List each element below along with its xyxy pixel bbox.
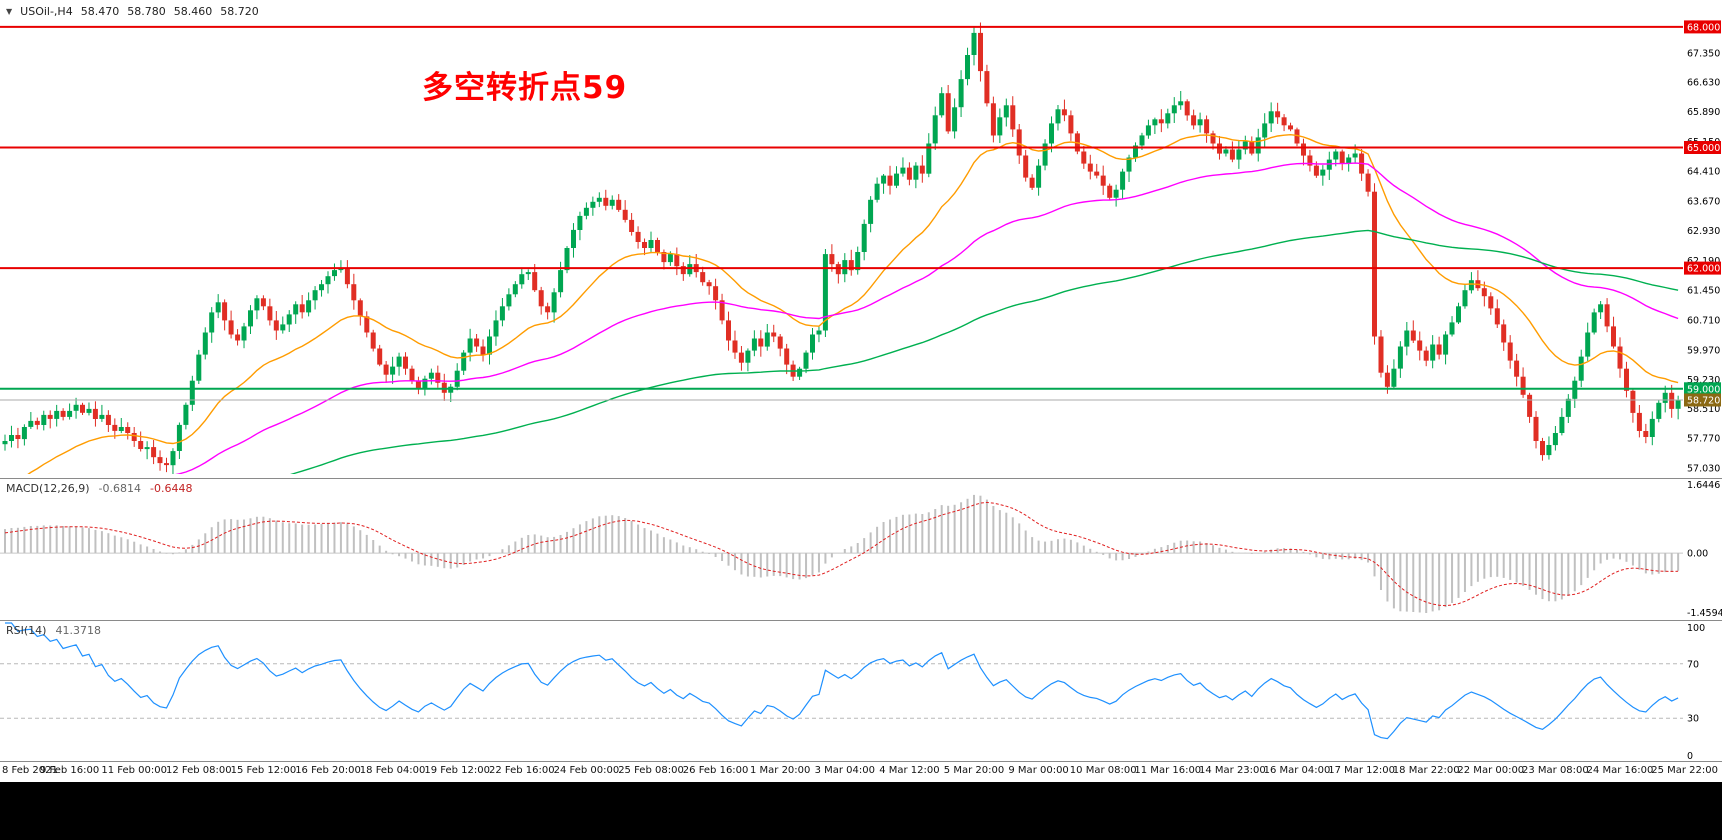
time-axis-label: 12 Feb 08:00 — [165, 765, 232, 776]
time-axis-label: 11 Mar 16:00 — [1134, 765, 1202, 776]
rsi-canvas[interactable]: 100 70 30 0 — [0, 620, 1722, 762]
price-scale-label: 58.510 — [1687, 404, 1720, 415]
time-axis-label: 3 Mar 04:00 — [814, 765, 875, 776]
price-scale-label: 67.350 — [1687, 49, 1720, 60]
price-scale-label: 63.670 — [1687, 197, 1720, 208]
price-badge-label: 59.000 — [1687, 384, 1720, 395]
price-scale-label: 65.890 — [1687, 107, 1720, 118]
time-axis-label: 18 Mar 22:00 — [1392, 765, 1460, 776]
price-chart-pane[interactable]: 67.35066.63065.89065.15064.41063.67062.9… — [0, 0, 1722, 478]
macd-value-signal: -0.6448 — [150, 482, 193, 495]
price-badge — [1684, 393, 1721, 407]
price-scale-label: 60.710 — [1687, 316, 1720, 327]
macd-label: MACD(12,26,9) -0.6814 -0.6448 — [6, 482, 192, 495]
rsi-indicator-pane[interactable]: 100 70 30 0 RSI(14) 41.3718 — [0, 620, 1722, 762]
time-axis-label: 25 Mar 22:00 — [1651, 765, 1718, 776]
time-axis-label: 14 Mar 23:00 — [1199, 765, 1266, 776]
price-scale-label: 57.770 — [1687, 434, 1720, 445]
ohlc-low-value: 58.460 — [173, 5, 213, 18]
bottom-black-bar — [0, 782, 1722, 840]
time-axis-label: 26 Feb 16:00 — [682, 765, 749, 776]
symbol-timeframe-label: USOil-,H4 — [20, 5, 73, 18]
price-scale-label: 59.970 — [1687, 345, 1720, 356]
time-axis-label: 10 Mar 08:00 — [1069, 765, 1137, 776]
time-axis-label: 4 Mar 12:00 — [879, 765, 940, 776]
price-badge — [1684, 261, 1721, 275]
time-axis-label: 23 Mar 08:00 — [1522, 765, 1589, 776]
price-scale-label: 62.190 — [1687, 256, 1720, 267]
time-axis-label: 25 Feb 08:00 — [618, 765, 684, 776]
rsi-scale-label: 0 — [1687, 751, 1693, 762]
time-axis-label: 19 Feb 12:00 — [424, 765, 490, 776]
rsi-value: 41.3718 — [55, 624, 101, 637]
price-badge — [1684, 382, 1721, 396]
macd-scale-label: -1.4594 — [1687, 608, 1722, 619]
ma-medium-line — [175, 162, 1679, 474]
horizontal-price-lines[interactable] — [0, 25, 1683, 401]
macd-scale-label: 1.6446 — [1687, 480, 1720, 491]
time-axis-label: 9 Feb 16:00 — [39, 765, 100, 776]
macd-signal-line — [4, 501, 1679, 607]
macd-name: MACD(12,26,9) — [6, 482, 90, 495]
ohlc-close-value: 58.720 — [220, 5, 259, 18]
ohlc-open-value: 58.470 — [80, 5, 120, 18]
time-axis[interactable]: 8 Feb 2021 9 Feb 16:00 11 Feb 00:00 12 Feb … — [0, 762, 1722, 782]
price-badge — [1684, 141, 1721, 154]
rsi-scale-label: 70 — [1687, 659, 1699, 670]
time-axis-label: 22 Feb 16:00 — [488, 765, 555, 776]
ma-slow-line — [290, 229, 1679, 474]
time-axis-label: 9 Mar 00:00 — [1008, 765, 1069, 776]
ohlc-high-value: 58.780 — [127, 5, 166, 18]
time-axis-label: 8 Feb 2021 — [2, 765, 58, 776]
time-axis-label: 16 Mar 04:00 — [1263, 765, 1331, 776]
rsi-line — [5, 622, 1679, 740]
ma-fast-line — [27, 133, 1679, 474]
chart-annotation-text[interactable]: 多空转折点59 — [422, 70, 628, 106]
macd-histogram — [4, 494, 1680, 613]
price-chart-canvas[interactable]: 67.35066.63065.89065.15064.41063.67062.9… — [0, 0, 1722, 478]
price-scale-label: 64.410 — [1687, 167, 1720, 178]
macd-indicator-pane[interactable]: 1.6446 0.00 -1.4594 MACD(12,26,9) -0.6814 … — [0, 478, 1722, 620]
candlesticks — [2, 22, 1681, 474]
collapse-icon[interactable]: ▼ — [6, 7, 13, 16]
time-axis-label: 5 Mar 20:00 — [943, 765, 1005, 776]
time-axis-label: 24 Mar 16:00 — [1586, 765, 1654, 776]
time-axis-label: 17 Mar 12:00 — [1328, 765, 1395, 776]
macd-scale-label: 0.00 — [1687, 549, 1708, 560]
price-scale-label: 57.030 — [1687, 464, 1720, 475]
price-scale[interactable]: 67.35066.63065.89065.15064.41063.67062.9… — [1684, 20, 1721, 475]
price-badge-label: 65.000 — [1687, 143, 1720, 154]
time-axis-label: 11 Feb 00:00 — [101, 765, 167, 776]
time-axis-label: 18 Feb 04:00 — [359, 765, 426, 776]
price-badge-label: 68.000 — [1687, 22, 1720, 33]
time-axis-label: 24 Feb 00:00 — [553, 765, 620, 776]
macd-canvas[interactable]: 1.6446 0.00 -1.4594 — [0, 478, 1722, 620]
time-axis-label: 15 Feb 12:00 — [230, 765, 297, 776]
price-badge-label: 62.000 — [1687, 264, 1720, 275]
rsi-name: RSI(14) — [6, 624, 47, 637]
price-scale-label: 62.930 — [1687, 226, 1720, 237]
price-scale-label: 61.450 — [1687, 286, 1720, 297]
macd-value-main: -0.6814 — [98, 482, 142, 495]
time-axis-label: 16 Feb 20:00 — [295, 765, 361, 776]
chart-title: ▼ USOil-,H4 58.470 58.780 58.460 58.720 — [6, 5, 259, 18]
rsi-label: RSI(14) 41.3718 — [6, 624, 101, 637]
rsi-scale-label: 100 — [1687, 623, 1705, 634]
price-badge-label: 58.720 — [1687, 396, 1720, 407]
price-badge — [1684, 20, 1721, 34]
price-scale-label: 66.630 — [1687, 78, 1720, 89]
time-axis-label: 1 Mar 20:00 — [749, 765, 811, 776]
price-scale-label: 59.230 — [1687, 375, 1720, 386]
time-axis-label: 22 Mar 00:00 — [1457, 765, 1525, 776]
rsi-scale-label: 30 — [1687, 714, 1699, 725]
